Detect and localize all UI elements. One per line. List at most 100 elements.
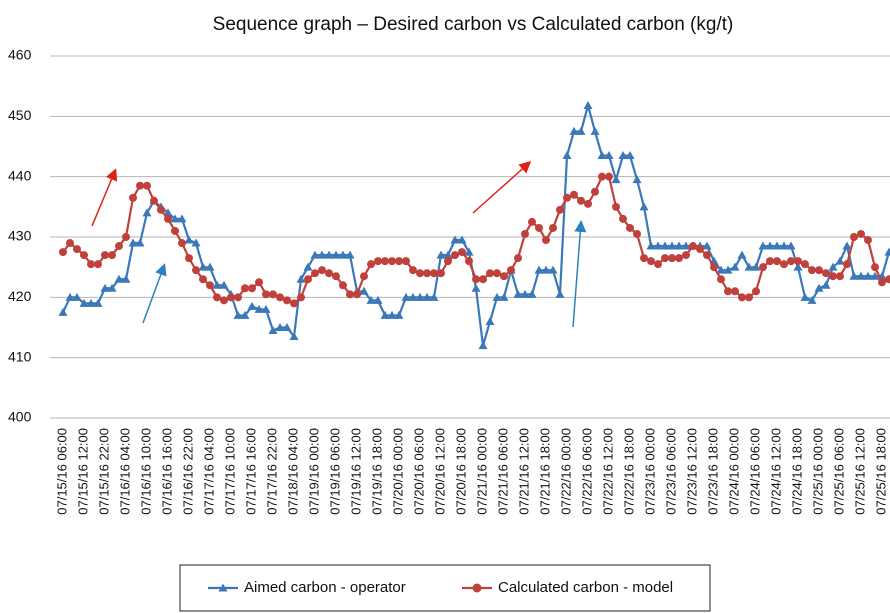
marker	[443, 250, 453, 259]
marker	[737, 250, 747, 259]
marker	[436, 250, 446, 259]
x-tick-label: 07/24/16 12:00	[768, 428, 783, 515]
marker	[282, 323, 292, 331]
x-tick-label: 07/15/16 12:00	[75, 428, 90, 515]
marker	[464, 247, 474, 256]
marker	[773, 257, 781, 266]
marker	[478, 341, 488, 350]
marker	[360, 272, 368, 281]
marker	[864, 236, 872, 245]
marker	[262, 290, 270, 299]
x-tick-label: 07/21/16 12:00	[516, 428, 531, 515]
marker	[499, 292, 509, 301]
marker	[380, 310, 390, 319]
marker	[409, 266, 417, 275]
marker	[703, 251, 711, 260]
marker	[576, 126, 586, 135]
annotation-arrow	[91, 168, 118, 227]
marker	[724, 287, 732, 296]
x-tick-label: 07/17/16 22:00	[264, 428, 279, 515]
marker	[625, 151, 635, 160]
marker	[338, 250, 348, 259]
marker	[528, 217, 536, 226]
marker	[807, 295, 817, 304]
marker	[303, 262, 313, 271]
marker	[450, 235, 460, 244]
x-tick-label: 07/19/16 00:00	[306, 428, 321, 515]
marker	[290, 299, 298, 308]
marker	[836, 272, 844, 281]
marker	[850, 233, 858, 241]
marker	[108, 251, 116, 260]
marker	[283, 296, 291, 305]
marker	[800, 292, 810, 301]
marker	[584, 199, 592, 208]
marker	[395, 257, 403, 266]
marker	[801, 260, 809, 269]
marker	[59, 248, 67, 257]
marker	[129, 193, 137, 202]
x-tick-label: 07/25/16 06:00	[831, 428, 846, 515]
marker	[759, 263, 767, 272]
x-tick-label: 07/22/16 18:00	[621, 428, 636, 515]
x-tick-label: 07/16/16 22:00	[180, 428, 195, 515]
marker	[479, 275, 487, 284]
marker	[885, 275, 890, 284]
marker	[185, 254, 193, 263]
marker	[241, 284, 249, 293]
marker	[86, 298, 96, 307]
marker	[415, 292, 425, 301]
marker	[65, 292, 75, 301]
marker	[311, 269, 319, 278]
marker	[793, 262, 803, 271]
marker	[710, 263, 718, 272]
marker	[884, 247, 890, 256]
marker	[744, 262, 754, 271]
marker	[248, 284, 256, 293]
marker	[583, 100, 593, 109]
marker	[527, 289, 537, 298]
marker	[814, 283, 824, 292]
marker	[829, 272, 837, 281]
marker	[100, 283, 110, 292]
marker	[843, 260, 851, 269]
marker	[612, 202, 620, 211]
marker	[870, 271, 880, 280]
marker	[542, 236, 550, 245]
marker	[471, 283, 481, 292]
x-tick-label: 07/15/16 06:00	[54, 428, 69, 515]
x-tick-label: 07/17/16 04:00	[201, 428, 216, 515]
x-tick-label: 07/23/16 00:00	[642, 428, 657, 515]
annotation-arrow	[472, 161, 532, 214]
marker	[297, 293, 305, 302]
marker	[373, 295, 383, 304]
marker	[150, 196, 158, 205]
marker	[220, 296, 228, 305]
marker	[93, 298, 103, 307]
marker	[80, 251, 88, 260]
marker	[667, 241, 677, 250]
marker	[485, 316, 495, 325]
marker	[716, 265, 726, 274]
marker	[682, 251, 690, 260]
marker	[604, 151, 614, 160]
marker	[842, 241, 852, 250]
marker	[689, 242, 697, 251]
marker	[815, 266, 823, 275]
x-tick-label: 07/23/16 06:00	[663, 428, 678, 515]
marker	[177, 214, 187, 223]
x-tick-label: 07/24/16 18:00	[789, 428, 804, 515]
marker	[234, 293, 242, 302]
marker	[878, 278, 886, 287]
marker	[240, 310, 250, 319]
x-tick-label: 07/20/16 06:00	[411, 428, 426, 515]
marker	[808, 266, 816, 275]
marker	[332, 272, 340, 281]
y-tick-label: 400	[8, 409, 32, 425]
marker	[535, 223, 543, 232]
marker	[653, 241, 663, 250]
marker	[598, 172, 606, 181]
marker	[268, 326, 278, 335]
marker	[143, 181, 151, 190]
marker	[619, 214, 627, 223]
